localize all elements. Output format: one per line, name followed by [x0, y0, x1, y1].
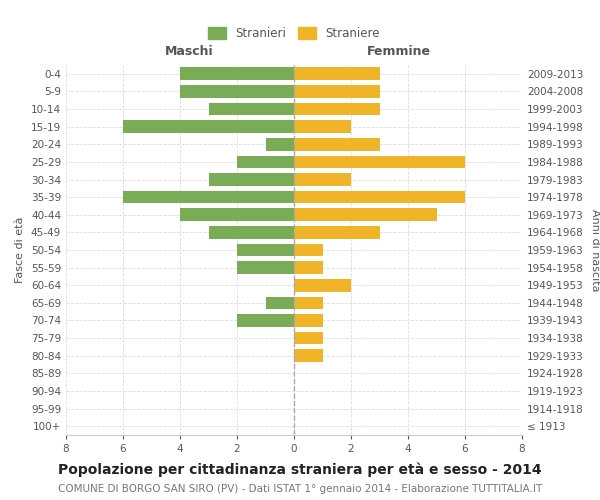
Text: Femmine: Femmine — [367, 44, 431, 58]
Text: Maschi: Maschi — [165, 44, 214, 58]
Bar — [237, 314, 294, 327]
Bar — [123, 120, 294, 133]
Bar — [294, 332, 323, 344]
Bar — [123, 191, 294, 203]
Bar — [180, 68, 294, 80]
Bar — [294, 156, 465, 168]
Bar — [294, 138, 380, 150]
Bar — [294, 262, 323, 274]
Text: COMUNE DI BORGO SAN SIRO (PV) - Dati ISTAT 1° gennaio 2014 - Elaborazione TUTTIT: COMUNE DI BORGO SAN SIRO (PV) - Dati IST… — [58, 484, 542, 494]
Bar — [180, 85, 294, 98]
Bar — [294, 244, 323, 256]
Bar — [209, 173, 294, 186]
Bar — [294, 314, 323, 327]
Bar — [180, 208, 294, 221]
Y-axis label: Fasce di età: Fasce di età — [16, 217, 25, 283]
Bar — [294, 191, 465, 203]
Bar — [209, 102, 294, 116]
Bar — [294, 120, 351, 133]
Bar — [294, 85, 380, 98]
Bar — [294, 226, 380, 238]
Bar — [294, 68, 380, 80]
Bar — [237, 244, 294, 256]
Bar — [265, 296, 294, 309]
Bar — [294, 350, 323, 362]
Bar — [294, 173, 351, 186]
Bar — [237, 156, 294, 168]
Bar — [209, 226, 294, 238]
Text: Popolazione per cittadinanza straniera per età e sesso - 2014: Popolazione per cittadinanza straniera p… — [58, 462, 542, 477]
Bar — [294, 296, 323, 309]
Bar — [294, 102, 380, 116]
Bar — [265, 138, 294, 150]
Bar — [294, 208, 437, 221]
Legend: Stranieri, Straniere: Stranieri, Straniere — [208, 26, 380, 40]
Bar — [294, 279, 351, 291]
Y-axis label: Anni di nascita: Anni di nascita — [590, 209, 600, 291]
Bar — [237, 262, 294, 274]
